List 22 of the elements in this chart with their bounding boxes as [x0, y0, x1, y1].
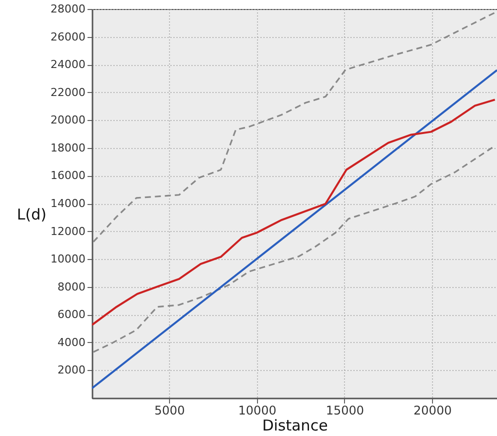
y-tick-label: 20000 [50, 114, 86, 127]
y-tick-label: 2000 [58, 364, 86, 377]
x-tick-label: 5000 [154, 404, 185, 418]
y-tick-label: 10000 [50, 252, 86, 266]
line-series [92, 98, 496, 326]
y-tick-label: 26000 [50, 30, 86, 44]
y-tick-label: 12000 [50, 224, 86, 238]
y-tick-label: 4000 [58, 336, 86, 349]
y-tick-label: 18000 [50, 141, 86, 154]
y-axis-title: L(d) [16, 206, 47, 224]
y-tick-label: 6000 [58, 308, 86, 322]
line-series [92, 12, 496, 243]
x-tick-label: 15000 [326, 404, 364, 418]
y-tick-label: 28000 [50, 2, 86, 16]
y-tick-label: 8000 [58, 280, 86, 294]
x-tick-label: 20000 [414, 404, 452, 418]
y-tick-label: 14000 [50, 197, 86, 210]
y-tick-label: 24000 [50, 58, 86, 72]
x-axis-title: Distance [262, 416, 328, 434]
x-tick-label: 10000 [238, 404, 276, 418]
y-tick-label: 16000 [50, 169, 86, 182]
y-tick-label: 22000 [50, 86, 86, 99]
